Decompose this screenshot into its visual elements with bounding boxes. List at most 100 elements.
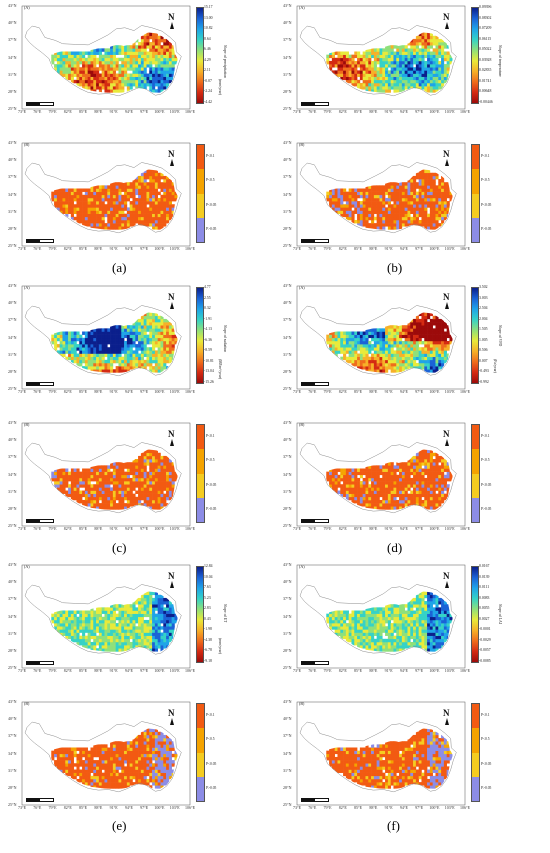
sub-panel-label: (A) <box>24 285 30 290</box>
longitude-tick: 88°E <box>94 389 103 394</box>
significance-swatch <box>197 449 204 474</box>
longitude-tick: 103°E <box>169 526 180 531</box>
longitude-tick: 85°E <box>79 526 88 531</box>
significance-label: P<0.5 <box>481 458 490 463</box>
sub-panel-label: (B) <box>24 422 30 427</box>
longitude-tick: 97°E <box>140 668 149 673</box>
north-arrowhead-icon <box>170 581 174 588</box>
longitude-tick: 76°E <box>33 389 42 394</box>
latitude-tick: 28°N <box>8 88 17 94</box>
longitude-tick: 73°E <box>17 668 27 673</box>
longitude-tick: 94°E <box>124 109 133 114</box>
colorbar-title: Slope of LAI <box>498 604 502 625</box>
significance-swatch <box>472 473 479 498</box>
latitude-tick: 28°N <box>283 88 292 94</box>
longitude-tick: 76°E <box>308 805 317 810</box>
colorbar <box>471 566 479 663</box>
colorbar-tick: 3.502 <box>479 285 488 289</box>
longitude-tick: 106°E <box>459 668 471 673</box>
latitude-tick: 34°N <box>283 613 292 619</box>
colorbar-tick: 0.32 <box>204 306 211 311</box>
longitude-tick: 94°E <box>124 526 133 531</box>
significance-swatch <box>197 193 204 218</box>
longitude-tick: 94°E <box>124 668 133 673</box>
colorbar-tick: 15.17 <box>204 5 213 9</box>
north-arrow-icon: N <box>168 429 175 439</box>
longitude-tick: 88°E <box>369 246 378 251</box>
latitude-tick: 34°N <box>8 334 17 340</box>
longitude-tick: 100°E <box>154 109 165 114</box>
north-arrow-icon: N <box>443 149 450 159</box>
panel-caption: (b) <box>387 260 403 275</box>
longitude-tick: 73°E <box>292 805 302 810</box>
longitude-tick: 91°E <box>109 246 118 251</box>
significance-label: P<0.05 <box>206 761 217 766</box>
latitude-tick: 40°N <box>8 157 17 163</box>
north-arrow-icon: N <box>168 708 175 718</box>
longitude-tick: 82°E <box>338 805 347 810</box>
latitude-tick: 31°N <box>8 208 17 214</box>
longitude-tick: 76°E <box>33 246 42 251</box>
significance-label: P<0.5 <box>481 737 490 742</box>
colorbar-tick: 0.0027 <box>479 616 490 621</box>
significance-label: P<0.1 <box>481 434 490 439</box>
colorbar-tick: 1.505 <box>479 327 488 332</box>
sub-panel-label: (B) <box>24 701 30 706</box>
latitude-tick: 31°N <box>283 351 292 357</box>
north-arrowhead-icon <box>170 302 174 309</box>
longitude-tick: 79°E <box>48 805 57 810</box>
longitude-tick: 97°E <box>140 805 149 810</box>
latitude-tick: 28°N <box>283 505 292 511</box>
colorbar-tick: -0.493 <box>479 369 489 374</box>
colorbar-title: Slope of ET <box>223 604 227 623</box>
latitude-tick: 25°N <box>8 523 17 528</box>
longitude-tick: 94°E <box>399 805 408 810</box>
longitude-tick: 106°E <box>184 526 196 531</box>
colorbar-tick: -4.42 <box>204 100 212 104</box>
north-arrow-icon: N <box>168 571 175 581</box>
latitude-tick: 43°N <box>8 699 17 704</box>
longitude-tick: 79°E <box>323 246 332 251</box>
colorbar <box>196 7 204 104</box>
longitude-tick: 94°E <box>124 246 133 251</box>
longitude-tick: 79°E <box>48 668 57 673</box>
north-arrow-icon: N <box>168 12 175 22</box>
significance-label: P<0.05 <box>206 482 217 487</box>
longitude-tick: 82°E <box>63 668 72 673</box>
latitude-tick: 34°N <box>283 54 292 60</box>
colorbar-tick: 0.01741 <box>479 78 492 83</box>
panel-caption: (f) <box>387 818 400 833</box>
north-arrowhead-icon <box>445 22 449 29</box>
north-arrow-icon: N <box>443 292 450 302</box>
longitude-tick: 97°E <box>140 109 149 114</box>
significance-label: P>0.05 <box>206 226 217 231</box>
longitude-tick: 76°E <box>33 668 42 673</box>
colorbar-tick: -4.13 <box>204 327 212 332</box>
latitude-tick: 34°N <box>283 471 292 477</box>
colorbar-tick: -1.98 <box>204 627 212 632</box>
longitude-tick: 100°E <box>154 246 165 251</box>
colorbar-tick: -1.91 <box>204 316 212 321</box>
colorbar-title: Slope of VPD <box>498 325 502 347</box>
longitude-tick: 85°E <box>354 668 363 673</box>
scale-bar <box>26 239 54 243</box>
longitude-tick: 85°E <box>79 109 88 114</box>
north-arrowhead-icon <box>170 159 174 166</box>
significance-swatch <box>197 728 204 753</box>
longitude-tick: 106°E <box>184 389 196 394</box>
significance-swatch <box>197 145 204 170</box>
colorbar-tick: -0.00446 <box>479 100 493 104</box>
longitude-tick: 97°E <box>415 246 424 251</box>
longitude-tick: 73°E <box>17 526 27 531</box>
significance-legend <box>196 424 205 523</box>
colorbar-tick: -0.0029 <box>479 637 491 642</box>
north-arrowhead-icon <box>445 159 449 166</box>
longitude-tick: 91°E <box>109 109 118 114</box>
longitude-tick: 85°E <box>354 246 363 251</box>
north-arrowhead-icon <box>170 22 174 29</box>
longitude-tick: 73°E <box>292 389 302 394</box>
longitude-tick: 73°E <box>292 109 302 114</box>
colorbar-tick: 0.00648 <box>479 89 492 94</box>
latitude-tick: 43°N <box>283 283 292 288</box>
latitude-tick: 40°N <box>283 157 292 163</box>
